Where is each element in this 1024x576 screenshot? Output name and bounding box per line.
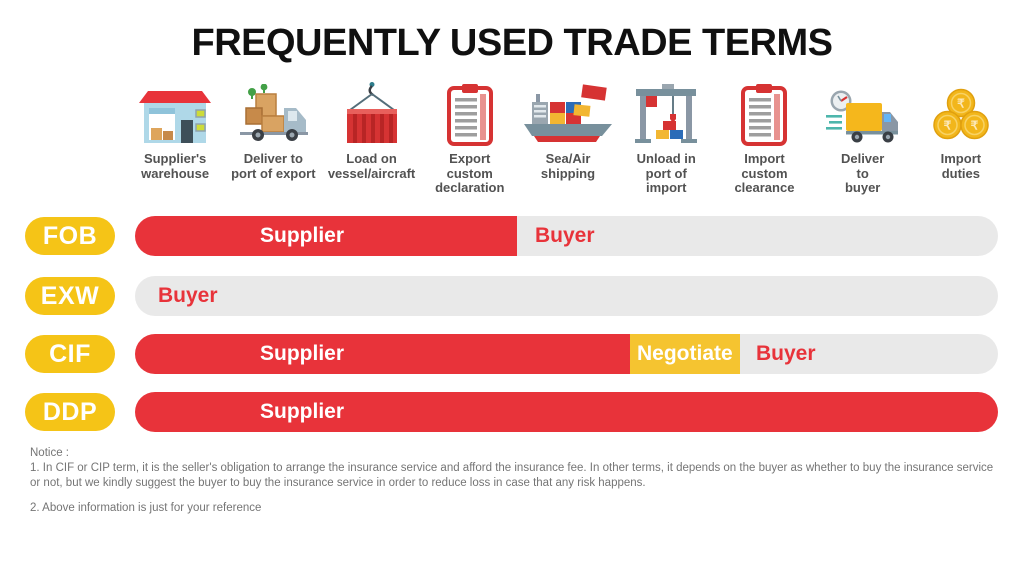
term-row-cif: CIF Supplier Negotiate Buyer (0, 334, 1024, 374)
stage-label: Sea/Air shipping (540, 151, 596, 181)
stage-sea-air-shipping: Sea/Air shipping (519, 80, 617, 196)
term-pill-cif: CIF (25, 335, 115, 373)
notice-block: Notice : 1. In CIF or CIP term, it is th… (30, 446, 998, 516)
notice-heading: Notice : (30, 447, 69, 459)
term-row-ddp: DDP Supplier (0, 392, 1024, 432)
term-row-exw: EXW Buyer (0, 276, 1024, 316)
responsibility-bar-cif (135, 334, 998, 374)
term-pill-exw: EXW (25, 277, 115, 315)
segment-buyer (517, 216, 998, 256)
segment-label-negotiate: Negotiate (637, 342, 733, 365)
stage-label: Deliver to buyer (840, 151, 885, 196)
segment-label-buyer: Buyer (158, 284, 218, 307)
stage-label: Unload in port of import (636, 151, 696, 196)
rupee-coins-icon: ₹ ₹ ₹ (933, 80, 989, 146)
stage-suppliers-warehouse: Supplier's warehouse (126, 80, 224, 196)
stage-import-duties: ₹ ₹ ₹ Import duties (912, 80, 1010, 196)
term-pill-fob: FOB (25, 217, 115, 255)
stage-load-on-vessel: Load on vessel/aircraft (322, 80, 420, 196)
delivery-truck-icon (234, 80, 312, 146)
stage-unload-in-port-of-import: Unload in port of import (617, 80, 715, 196)
responsibility-bar-fob (135, 216, 998, 256)
svg-text:₹: ₹ (957, 97, 965, 111)
stage-label: Load on vessel/aircraft (327, 151, 416, 181)
segment-label-supplier: Supplier (260, 400, 345, 423)
stage-label: Import duties (940, 151, 982, 181)
segment-supplier (135, 392, 998, 432)
term-pill-ddp: DDP (25, 393, 115, 431)
segment-label-buyer: Buyer (535, 224, 595, 247)
stage-label: Supplier's warehouse (141, 151, 210, 181)
segment-supplier (135, 334, 631, 374)
stage-deliver-to-buyer: Deliver to buyer (814, 80, 912, 196)
page-title: FREQUENTLY USED TRADE TERMS (191, 22, 833, 64)
stage-deliver-to-port-of-export: Deliver to port of export (224, 80, 322, 196)
stage-label: Import custom clearance (734, 151, 795, 196)
svg-text:₹: ₹ (944, 119, 952, 133)
cargo-ship-icon (523, 80, 612, 146)
customs-clearance-icon (741, 80, 788, 146)
container-crane-icon (343, 80, 401, 146)
stages-row: Supplier's warehouse Deliver to port of … (126, 80, 1010, 196)
svg-text:₹: ₹ (971, 119, 979, 133)
segment-label-buyer: Buyer (756, 342, 816, 365)
fast-truck-icon (825, 80, 900, 146)
warehouse-icon (139, 80, 212, 146)
notice-line-1: 1. In CIF or CIP term, it is the seller'… (30, 462, 994, 490)
customs-declaration-icon (446, 80, 493, 146)
segment-negotiate (630, 334, 740, 374)
stage-label: Export custom declaration (435, 151, 505, 196)
gantry-crane-icon (634, 80, 698, 146)
segment-buyer (739, 334, 998, 374)
stage-export-custom-declaration: Export custom declaration (421, 80, 519, 196)
segment-label-supplier: Supplier (260, 224, 345, 247)
stage-import-custom-clearance: Import custom clearance (715, 80, 813, 196)
stage-label: Deliver to port of export (231, 151, 316, 181)
notice-line-2: 2. Above information is just for your re… (30, 501, 262, 514)
term-row-fob: FOB Supplier Buyer (0, 216, 1024, 256)
segment-label-supplier: Supplier (260, 342, 345, 365)
responsibility-bar-ddp (135, 392, 998, 432)
responsibility-bar-exw (135, 276, 998, 316)
segment-supplier (135, 216, 518, 256)
segment-buyer (135, 276, 998, 316)
